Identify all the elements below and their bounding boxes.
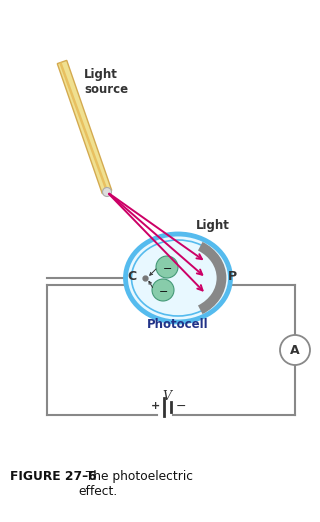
- Text: $-$: $-$: [162, 262, 172, 272]
- Text: −: −: [176, 399, 186, 412]
- Circle shape: [280, 335, 310, 365]
- Text: A: A: [290, 343, 300, 357]
- Text: +: +: [151, 401, 161, 411]
- Circle shape: [102, 187, 111, 196]
- Text: Light
source: Light source: [84, 68, 128, 96]
- Polygon shape: [57, 61, 112, 194]
- Text: Photocell: Photocell: [147, 318, 209, 331]
- Text: V: V: [163, 389, 172, 402]
- Text: FIGURE 27–6: FIGURE 27–6: [10, 470, 97, 483]
- Ellipse shape: [125, 234, 230, 322]
- Text: $-$: $-$: [158, 285, 168, 295]
- Polygon shape: [59, 62, 108, 192]
- Text: Light: Light: [196, 219, 230, 232]
- Text: The photoelectric
effect.: The photoelectric effect.: [78, 470, 193, 498]
- Text: P: P: [228, 270, 236, 283]
- Text: C: C: [127, 269, 137, 282]
- Circle shape: [156, 256, 178, 278]
- Circle shape: [152, 279, 174, 301]
